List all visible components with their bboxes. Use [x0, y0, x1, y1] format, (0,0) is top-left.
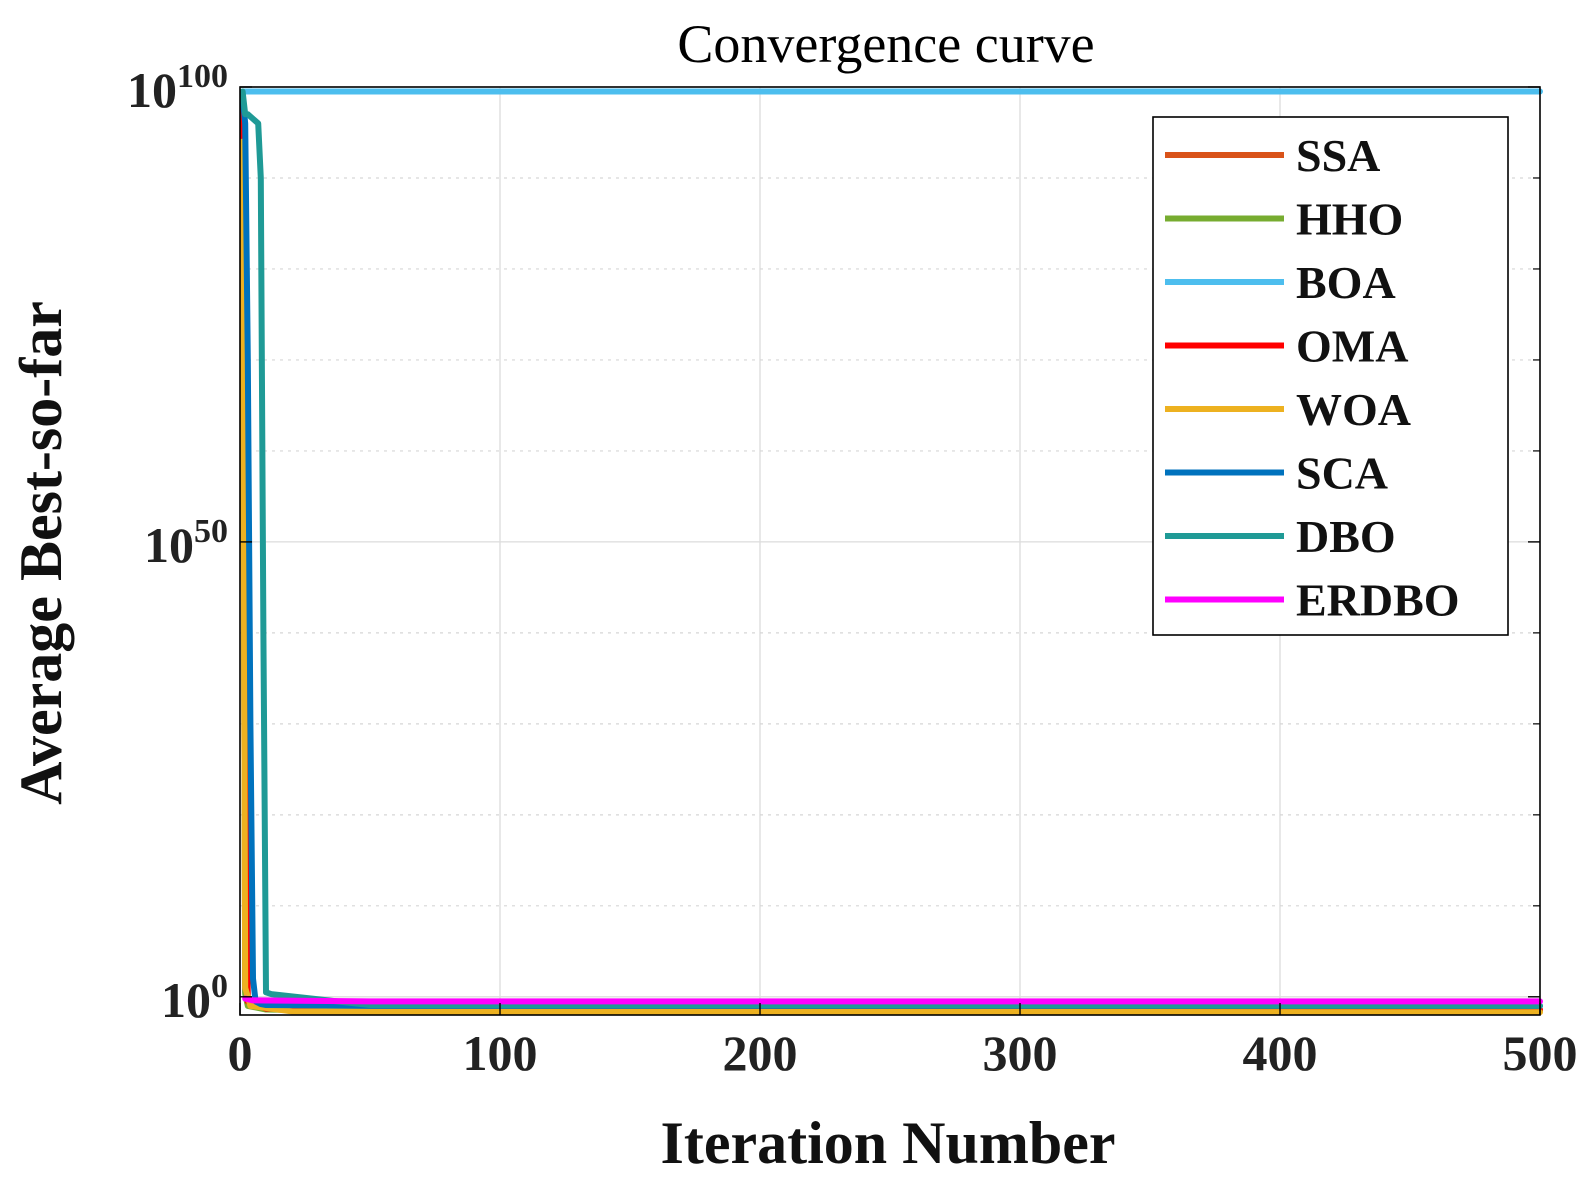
plot-frame [239, 86, 1541, 1016]
legend-label-oma: OMA [1296, 321, 1408, 372]
series-line-sca [239, 93, 1543, 1009]
legend-label-sca: SCA [1296, 448, 1388, 499]
x-tick-label: 300 [983, 1025, 1058, 1081]
chart-title: Convergence curve [677, 14, 1094, 74]
legend-box [1152, 116, 1509, 636]
series-line-woa [239, 138, 1543, 1016]
x-tick-label: 0 [228, 1025, 253, 1081]
y-tick-label: 100 [161, 968, 228, 1028]
legend-label-ssa: SSA [1296, 130, 1380, 181]
x-tick-label: 100 [463, 1025, 538, 1081]
y-axis-label: Average Best-so-far [8, 301, 74, 805]
legend-label-boa: BOA [1296, 257, 1396, 308]
x-tick-label: 400 [1243, 1025, 1318, 1081]
legend: SSA HHO BOA OMA WOA SCA DBO ERDBO [1152, 116, 1509, 636]
x-axis-label: Iteration Number [661, 1110, 1116, 1176]
series-layer [239, 88, 1543, 1016]
y-tick-label: 1050 [144, 513, 228, 573]
legend-label-dbo: DBO [1296, 511, 1396, 562]
x-tick-label: 500 [1503, 1025, 1578, 1081]
y-tick-label: 10100 [127, 58, 228, 118]
legend-label-hho: HHO [1296, 194, 1403, 245]
series-line-erdbo [242, 995, 1543, 1005]
x-tick-label: 200 [723, 1025, 798, 1081]
legend-label-woa: WOA [1296, 384, 1411, 435]
legend-label-erdbo: ERDBO [1296, 575, 1460, 626]
